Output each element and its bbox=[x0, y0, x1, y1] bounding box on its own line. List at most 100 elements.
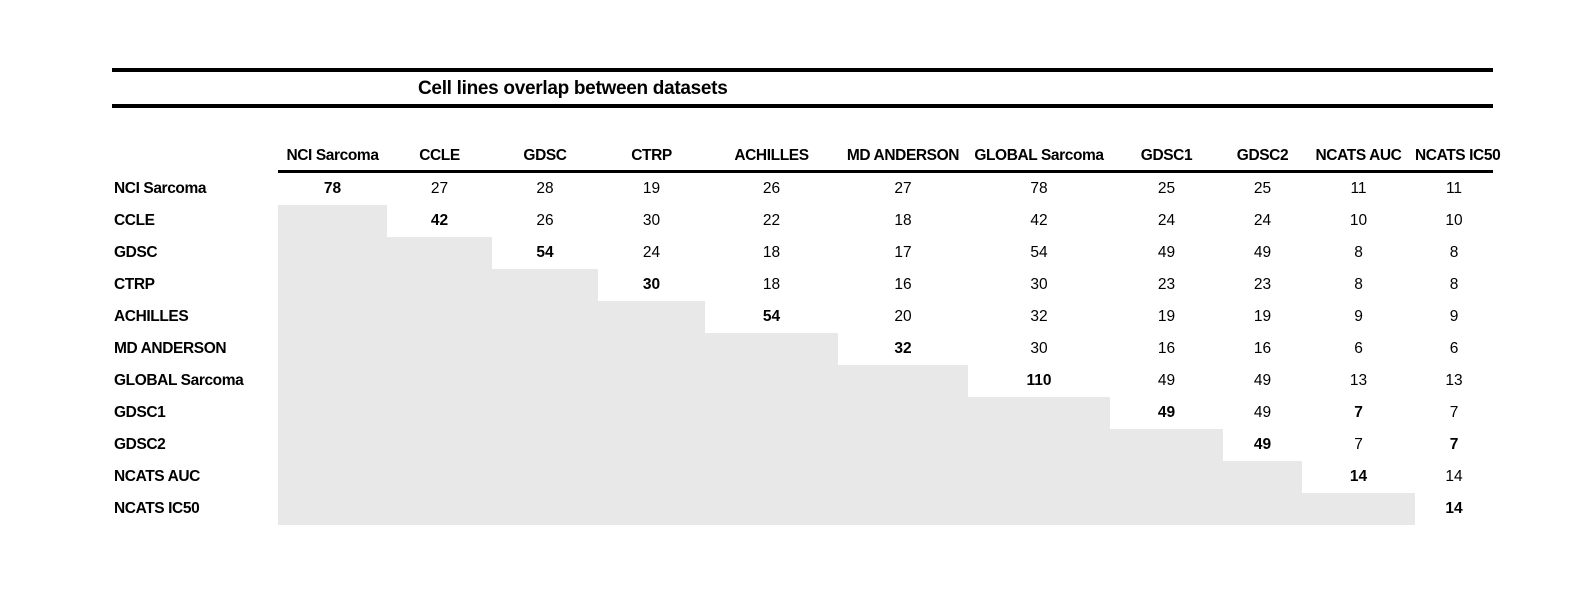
value-cell bbox=[492, 493, 598, 525]
value-cell: 24 bbox=[1253, 212, 1272, 229]
value-cell: 28 bbox=[536, 180, 554, 197]
value-cell: 16 bbox=[1157, 340, 1176, 357]
value-cell bbox=[705, 397, 838, 429]
value-cell: 30 bbox=[1030, 276, 1048, 293]
row-label: GDSC2 bbox=[114, 436, 166, 453]
table-row: NCATS AUC 14 14 bbox=[112, 461, 1493, 493]
row-label: MD ANDERSON bbox=[114, 340, 227, 357]
value-cell: 14 bbox=[1445, 500, 1463, 517]
value-cell: 17 bbox=[894, 244, 912, 261]
value-cell bbox=[387, 237, 492, 269]
value-cell bbox=[387, 365, 492, 397]
value-cell bbox=[1110, 493, 1223, 525]
value-cell: 11 bbox=[1350, 180, 1367, 197]
row-label: CCLE bbox=[114, 212, 155, 229]
value-cell: 20 bbox=[894, 308, 912, 325]
value-cell bbox=[492, 429, 598, 461]
column-header: NCATS AUC bbox=[1302, 140, 1415, 173]
value-cell: 30 bbox=[642, 212, 661, 229]
value-cell: 6 bbox=[1449, 340, 1459, 357]
value-cell bbox=[598, 365, 705, 397]
value-cell: 14 bbox=[1349, 468, 1368, 485]
value-cell bbox=[838, 461, 968, 493]
value-cell bbox=[387, 461, 492, 493]
value-cell: 18 bbox=[894, 212, 912, 229]
value-cell bbox=[387, 333, 492, 365]
value-cell: 8 bbox=[1354, 244, 1363, 261]
value-cell bbox=[278, 237, 387, 269]
value-cell: 8 bbox=[1449, 244, 1459, 261]
value-cell: 49 bbox=[1253, 244, 1272, 261]
value-cell: 18 bbox=[762, 276, 781, 293]
table-title: Cell lines overlap between datasets bbox=[418, 78, 728, 99]
value-cell bbox=[492, 397, 598, 429]
value-cell bbox=[598, 493, 705, 525]
table-row: CCLE 42 26 30 22 18 42 24 24 10 10 bbox=[112, 205, 1493, 237]
row-label: NCATS AUC bbox=[114, 468, 200, 485]
value-cell bbox=[598, 397, 705, 429]
value-cell bbox=[278, 397, 387, 429]
column-header: NCATS IC50 bbox=[1415, 140, 1501, 173]
value-cell bbox=[387, 429, 492, 461]
table-row: MD ANDERSON 32 30 16 16 6 6 bbox=[112, 333, 1493, 365]
value-cell: 27 bbox=[894, 180, 912, 197]
value-cell: 11 bbox=[1445, 180, 1463, 197]
table-row: NCI Sarcoma 78 27 28 19 26 27 78 25 25 11 11 bbox=[112, 173, 1493, 205]
value-cell: 49 bbox=[1157, 244, 1176, 261]
value-cell bbox=[492, 269, 598, 301]
value-cell bbox=[838, 493, 968, 525]
value-cell: 78 bbox=[1030, 180, 1048, 197]
table-row: GDSC1 49 49 7 7 bbox=[112, 397, 1493, 429]
value-cell bbox=[598, 333, 705, 365]
value-cell: 10 bbox=[1445, 212, 1463, 229]
value-cell: 9 bbox=[1449, 308, 1459, 325]
table-row: GLOBAL Sarcoma 110 49 49 13 13 bbox=[112, 365, 1493, 397]
value-cell bbox=[968, 493, 1110, 525]
value-cell: 16 bbox=[1253, 340, 1272, 357]
value-cell bbox=[598, 429, 705, 461]
value-cell: 10 bbox=[1349, 212, 1368, 229]
table-title-band: Cell lines overlap between datasets bbox=[112, 68, 1493, 108]
value-cell bbox=[387, 269, 492, 301]
column-header: GDSC2 bbox=[1223, 140, 1302, 173]
value-cell bbox=[705, 493, 838, 525]
column-header: MD ANDERSON bbox=[838, 140, 968, 173]
value-cell: 49 bbox=[1157, 372, 1176, 389]
value-cell bbox=[598, 461, 705, 493]
column-header: GDSC1 bbox=[1110, 140, 1223, 173]
table-row: CTRP 30 18 16 30 23 23 8 8 bbox=[112, 269, 1493, 301]
value-cell: 23 bbox=[1253, 276, 1272, 293]
value-cell: 22 bbox=[762, 212, 781, 229]
value-cell bbox=[705, 333, 838, 365]
value-cell: 42 bbox=[430, 212, 449, 229]
table-row: GDSC2 49 7 7 bbox=[112, 429, 1493, 461]
value-cell: 30 bbox=[642, 276, 661, 293]
row-label: GDSC1 bbox=[114, 404, 166, 421]
value-cell bbox=[968, 429, 1110, 461]
value-cell bbox=[278, 269, 387, 301]
value-cell bbox=[705, 429, 838, 461]
value-cell bbox=[387, 301, 492, 333]
value-cell: 19 bbox=[642, 180, 661, 197]
value-cell: 7 bbox=[1449, 436, 1459, 453]
column-header: CCLE bbox=[387, 140, 492, 173]
row-label: GDSC bbox=[114, 244, 158, 261]
value-cell bbox=[278, 333, 387, 365]
value-cell bbox=[838, 397, 968, 429]
value-cell bbox=[1110, 461, 1223, 493]
value-cell bbox=[387, 493, 492, 525]
value-cell bbox=[278, 429, 387, 461]
value-cell: 49 bbox=[1253, 404, 1272, 421]
value-cell bbox=[278, 461, 387, 493]
value-cell: 24 bbox=[642, 244, 661, 261]
value-cell bbox=[838, 429, 968, 461]
value-cell bbox=[278, 205, 387, 237]
column-header: NCI Sarcoma bbox=[278, 140, 387, 173]
value-cell bbox=[838, 365, 968, 397]
value-cell bbox=[1110, 429, 1223, 461]
value-cell bbox=[1223, 461, 1302, 493]
value-cell bbox=[492, 333, 598, 365]
value-cell: 8 bbox=[1354, 276, 1363, 293]
value-cell: 30 bbox=[1030, 340, 1048, 357]
value-cell: 9 bbox=[1354, 308, 1363, 325]
